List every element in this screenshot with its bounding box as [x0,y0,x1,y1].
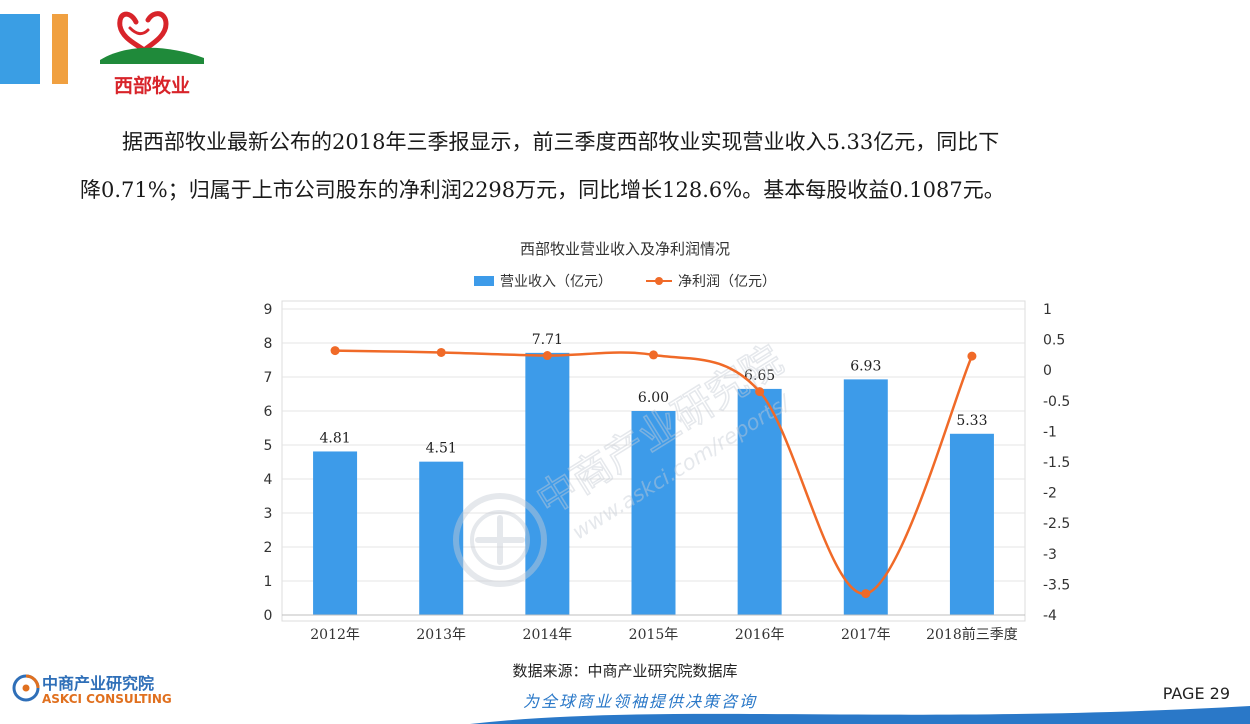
footer-wave [470,706,1250,724]
revenue-bar [525,352,570,615]
y-right-tick-label: 1 [1043,302,1052,318]
revenue-data-label: 4.81 [319,430,350,446]
x-tick-label: 2014年 [523,627,573,643]
y-right-tick-label: 0.5 [1043,333,1065,349]
legend-line-swatch [646,276,672,286]
profit-point [436,347,446,357]
company-logo: 西部牧业 [100,11,204,97]
profit-line [335,349,974,595]
x-tick-label: 2015年 [629,627,679,643]
revenue-data-label: 4.51 [426,441,457,457]
legend-label-revenue: 营业收入（亿元） [500,274,612,290]
chart-plot-frame [281,300,1026,622]
revenue-bar [313,451,358,615]
slogan: 为全球商业领袖提供决策咨询 [522,692,757,711]
footer-company-en: ASKCI CONSULTING [42,692,172,706]
header-orange-block [52,14,68,84]
x-tick-label: 2012年 [310,627,360,643]
revenue-bar [419,461,464,615]
y-right-tick-label: 0 [1043,363,1052,379]
y-right-tick-label: -2.5 [1043,516,1070,532]
revenue-data-label: 6.00 [638,390,669,406]
data-source: 数据来源：中商产业研究院数据库 [512,662,738,680]
y-right-tick-label: -0.5 [1043,394,1070,410]
legend-bar-swatch [474,276,494,286]
legend-item-revenue: 营业收入（亿元） [474,271,612,291]
x-tick-label: 2018前三季度 [926,626,1018,643]
y-left-tick-label: 5 [264,438,273,454]
y-left-tick-label: 2 [264,540,273,556]
x-tick-label: 2017年 [841,627,891,643]
legend-label-profit: 净利润（亿元） [678,274,776,290]
askci-logo-icon [12,674,40,702]
revenue-bar [737,388,782,615]
y-right-tick-label: -2 [1043,486,1057,502]
y-left-tick-label: 8 [264,336,273,352]
y-right-tick-label: -1.5 [1043,455,1070,471]
header-blue-block [0,14,40,84]
profit-point [755,387,765,397]
profit-point [861,589,871,599]
y-left-tick-label: 4 [264,472,273,488]
profit-point [967,351,977,361]
y-left-tick-label: 7 [264,370,273,386]
x-tick-label: 2016年 [735,627,785,643]
summary-line-2: 降0.71%；归属于上市公司股东的净利润2298万元，同比增长128.6%。基本… [80,178,1005,202]
y-right-tick-label: -3 [1043,547,1057,563]
logo-text: 西部牧业 [114,74,190,97]
revenue-data-label: 7.71 [532,332,563,348]
revenue-bar [631,411,676,615]
y-left-tick-label: 6 [264,404,273,420]
revenue-data-label: 6.65 [744,368,775,384]
chart-title: 西部牧业营业收入及净利润情况 [519,240,730,258]
y-left-tick-label: 3 [264,506,273,522]
y-right-tick-label: -3.5 [1043,577,1070,593]
revenue-bar [949,433,994,615]
y-left-tick-label: 9 [264,302,273,318]
summary-line-1: 据西部牧业最新公布的2018年三季报显示，前三季度西部牧业实现营业收入5.33亿… [122,130,1000,154]
y-left-tick-label: 0 [264,608,273,624]
y-right-tick-label: -4 [1043,608,1057,624]
page-number: PAGE 29 [1162,684,1230,703]
revenue-data-label: 5.33 [956,413,987,429]
legend-item-profit: 净利润（亿元） [646,271,776,291]
x-tick-label: 2013年 [416,627,466,643]
y-left-tick-label: 1 [264,574,273,590]
profit-point [649,350,658,360]
summary-paragraph: 据西部牧业最新公布的2018年三季报显示，前三季度西部牧业实现营业收入5.33亿… [80,118,1180,214]
chart-legend: 营业收入（亿元） 净利润（亿元） [0,271,1250,291]
revenue-bar [843,379,888,615]
footer-company-cn: 中商产业研究院 [42,674,155,693]
footer-logo: 中商产业研究院 ASKCI CONSULTING [10,668,180,716]
profit-point [542,351,552,361]
profit-point [330,346,340,356]
revenue-data-label: 6.93 [850,358,881,374]
y-right-tick-label: -1 [1043,424,1057,440]
